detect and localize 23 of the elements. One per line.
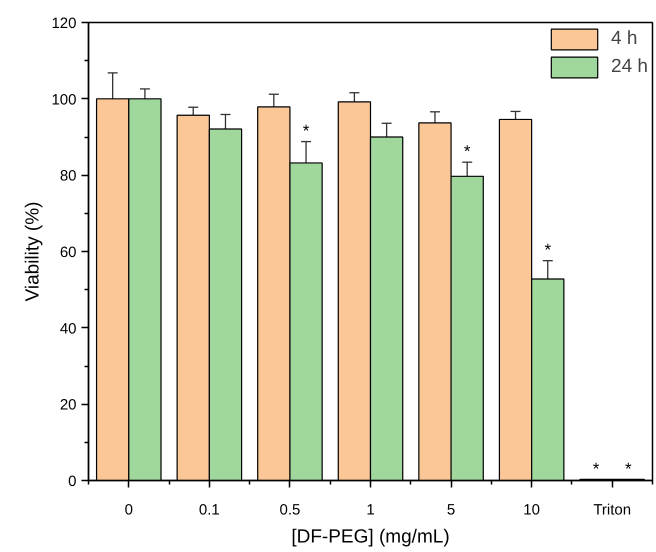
y-tick-label: 100 <box>51 91 77 108</box>
annotation: * <box>464 142 471 162</box>
annotation: * <box>625 459 632 478</box>
x-tick-label: 5 <box>446 502 456 518</box>
x-tick-label: 0.1 <box>198 502 220 518</box>
y-tick-label: 80 <box>60 168 77 185</box>
x-tick-label: 1 <box>366 502 375 518</box>
y-tick-label: 20 <box>60 396 77 414</box>
y-tick-label: 60 <box>60 244 77 261</box>
legend-label: 4 h <box>611 28 638 50</box>
x-tick-label: 0 <box>124 502 133 518</box>
y-tick-label: 120 <box>51 15 77 32</box>
x-tick-label: 0.5 <box>280 502 300 518</box>
legend-label: 24 h <box>611 56 648 78</box>
x-tick-label: 10 <box>523 502 540 518</box>
annotation: * <box>544 240 552 260</box>
y-tick-label: 0 <box>68 473 76 490</box>
annotation: * <box>302 122 310 141</box>
y-tick-label: 40 <box>60 320 77 338</box>
annotation: * <box>592 459 600 478</box>
x-axis-title: [DF-PEG] (mg/mL) <box>291 526 450 548</box>
y-axis-title: Viability (%) <box>22 202 44 302</box>
x-tick-label: Triton <box>593 502 632 518</box>
